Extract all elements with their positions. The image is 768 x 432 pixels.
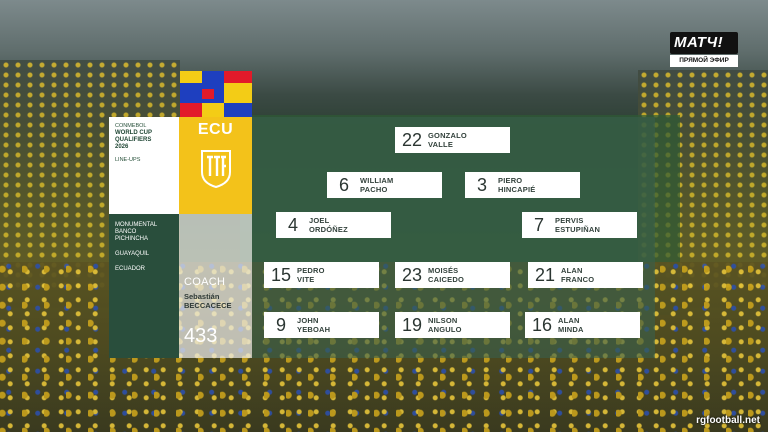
- player-name: WILLIAM PACHO: [360, 176, 394, 194]
- team-badge-block: ECU: [179, 117, 252, 214]
- player-card: 15 PEDRO VITE: [264, 262, 379, 288]
- player-name: GONZALO VALLE: [428, 131, 467, 149]
- watermark: rgfootball.net: [696, 415, 760, 426]
- player-card: 6 WILLIAM PACHO: [327, 172, 442, 198]
- ecuador-crest-icon: [201, 150, 231, 188]
- player-name: ALAN MINDA: [558, 316, 584, 334]
- player-number: 7: [533, 215, 544, 235]
- event-subtitle: LINE-UPS: [115, 157, 141, 163]
- player-name: NILSON ANGULO: [428, 316, 462, 334]
- player-name: PEDRO VITE: [297, 266, 325, 284]
- player-number: 23: [401, 265, 423, 285]
- player-card: 16 ALAN MINDA: [525, 312, 640, 338]
- player-card: 23 MOISÉS CAICEDO: [395, 262, 510, 288]
- event-info-panel: CONMEBOL WORLD CUP QUALIFIERS 2026 LINE-…: [109, 117, 179, 358]
- player-number: 16: [531, 315, 553, 335]
- player-number: 4: [287, 215, 298, 235]
- coach-panel: COACH Sebastián BECCACECE 433: [179, 214, 252, 358]
- lineup-panel: 22 GONZALO VALLE 6 WILLIAM PACHO 3 PIERO HI…: [252, 117, 655, 358]
- event-title-3: 2026: [115, 144, 129, 150]
- formation: 433: [184, 325, 218, 347]
- venue-country: ECUADOR: [115, 266, 146, 272]
- player-number: 6: [338, 175, 349, 195]
- coach-label: COACH: [184, 276, 226, 288]
- player-number: 15: [270, 265, 292, 285]
- live-label: ПРЯМОЙ ЭФИР: [670, 55, 738, 67]
- event-heading: CONMEBOL WORLD CUP QUALIFIERS 2026 LINE-…: [115, 123, 152, 164]
- event-title-1: WORLD CUP: [115, 130, 152, 136]
- player-name: JOEL ORDÓÑEZ: [309, 216, 348, 234]
- player-card: 7 PERVIS ESTUPIÑAN: [522, 212, 637, 238]
- player-name: PERVIS ESTUPIÑAN: [555, 216, 601, 234]
- player-card: 3 PIERO HINCAPIÉ: [465, 172, 580, 198]
- player-name: JOHN YEBOAH: [297, 316, 331, 334]
- player-number: 19: [401, 315, 423, 335]
- player-card: 9 JOHN YEBOAH: [264, 312, 379, 338]
- player-number: 21: [534, 265, 556, 285]
- player-name: PIERO HINCAPIÉ: [498, 176, 536, 194]
- venue-panel: MONUMENTAL BANCO PICHINCHA GUAYAQUIL ECU…: [109, 214, 179, 358]
- venue-city: GUAYAQUIL: [115, 251, 150, 257]
- player-name: MOISÉS CAICEDO: [428, 266, 464, 284]
- ecuador-flag-logo: [180, 71, 252, 117]
- player-card: 4 JOEL ORDÓÑEZ: [276, 212, 391, 238]
- venue-name: MONUMENTAL BANCO PICHINCHA: [115, 222, 158, 242]
- event-title-2: QUALIFIERS: [115, 137, 152, 143]
- event-org: CONMEBOL: [115, 123, 147, 129]
- player-card: 21 ALAN FRANCO: [528, 262, 643, 288]
- coach-name: Sebastián BECCACECE: [184, 292, 232, 310]
- player-number: 22: [401, 130, 423, 150]
- player-number: 3: [476, 175, 487, 195]
- team-code: ECU: [197, 121, 234, 138]
- player-card: 22 GONZALO VALLE: [395, 127, 510, 153]
- player-name: ALAN FRANCO: [561, 266, 595, 284]
- player-number: 9: [275, 315, 286, 335]
- match-tv-logo: МАТЧ!: [670, 32, 738, 54]
- player-card: 19 NILSON ANGULO: [395, 312, 510, 338]
- broadcaster-logo: МАТЧ! ПРЯМОЙ ЭФИР: [670, 32, 738, 72]
